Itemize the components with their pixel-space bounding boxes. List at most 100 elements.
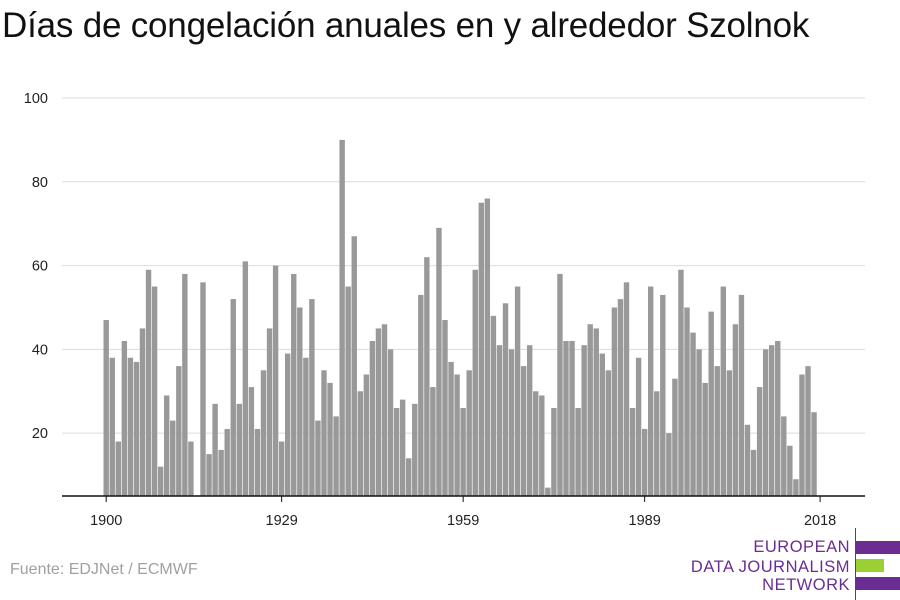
bar-1945 <box>375 328 382 496</box>
bar-2006 <box>744 424 751 496</box>
bar-1935 <box>315 420 321 496</box>
bar-1936 <box>321 370 327 496</box>
x-axis: 1900 1929 1959 1989 2018 <box>62 495 865 529</box>
bar-2016 <box>805 366 811 496</box>
bar-1973 <box>545 487 551 496</box>
bar-1972 <box>539 395 545 496</box>
bar-1994 <box>672 378 678 496</box>
bar-1966 <box>502 303 509 496</box>
chart-title: Días de congelación anuales en y alreded… <box>2 6 810 45</box>
bar-1924 <box>248 387 255 496</box>
bar-1901 <box>109 357 115 496</box>
logo-bar-2 <box>856 559 884 572</box>
bar-1911 <box>170 420 176 496</box>
bar-1941 <box>351 236 357 496</box>
bar-1982 <box>599 353 605 496</box>
x-tick-label: 1929 <box>266 513 298 529</box>
bar-1940 <box>345 286 351 496</box>
bar-1984 <box>611 307 618 496</box>
bar-1908 <box>151 286 158 496</box>
bar-1919 <box>218 449 224 496</box>
bar-1977 <box>569 340 575 496</box>
bar-1920 <box>224 428 230 496</box>
bar-1918 <box>212 403 218 496</box>
bar-1969 <box>520 366 527 496</box>
bar-2013 <box>787 445 793 496</box>
y-tick-label: 20 <box>32 426 48 442</box>
y-axis-ticks: 20 40 60 80 100 <box>24 91 48 442</box>
bar-1903 <box>121 340 128 496</box>
bar-1923 <box>242 261 249 496</box>
bar-1947 <box>387 349 394 496</box>
bar-1904 <box>127 357 134 496</box>
bar-1949 <box>399 399 406 496</box>
bar-1948 <box>393 408 400 496</box>
bar-1951 <box>412 403 418 496</box>
bar-1985 <box>617 299 624 496</box>
bar-1953 <box>424 257 430 496</box>
bar-chart: 20 40 60 80 100 1900 1929 1959 1989 2018 <box>24 91 865 529</box>
x-tick-label: 1959 <box>447 513 479 529</box>
logo-line-3: NETWORK <box>762 576 850 594</box>
logo-line-2: DATA JOURNALISM <box>690 558 850 576</box>
x-tick-label: 1900 <box>90 513 122 529</box>
bar-1905 <box>133 361 140 496</box>
logo-line-1: EUROPEAN <box>753 538 850 556</box>
y-tick-label: 60 <box>32 259 48 275</box>
bar-1942 <box>357 391 363 496</box>
bar-1995 <box>678 269 684 496</box>
bar-1980 <box>587 324 593 496</box>
bar-1970 <box>527 345 533 496</box>
bar-1938 <box>333 416 339 496</box>
bar-2002 <box>720 286 726 496</box>
logo-bar-1 <box>856 541 900 554</box>
bar-1955 <box>436 227 442 496</box>
bar-2017 <box>811 412 817 496</box>
bar-1987 <box>629 408 636 496</box>
x-tick-label: 1989 <box>629 513 661 529</box>
bar-1963 <box>484 198 491 496</box>
bar-1956 <box>442 320 448 496</box>
bar-1900 <box>103 320 109 496</box>
bar-1965 <box>496 345 503 496</box>
bar-1983 <box>605 370 612 496</box>
bar-2004 <box>732 324 739 496</box>
bar-1993 <box>666 433 672 496</box>
bar-2014 <box>793 479 799 496</box>
bar-1907 <box>145 269 152 496</box>
bar-1928 <box>272 265 279 496</box>
bar-1999 <box>702 382 708 496</box>
bar-1930 <box>285 353 291 496</box>
bar-2008 <box>756 387 763 496</box>
bar-2009 <box>762 349 769 496</box>
bar-1944 <box>369 340 376 496</box>
bar-1916 <box>200 282 206 496</box>
bar-1981 <box>593 328 599 496</box>
bar-1910 <box>164 395 170 496</box>
bar-1976 <box>563 340 569 496</box>
logo-bar-3 <box>856 577 900 590</box>
bar-1926 <box>260 370 267 496</box>
bar-2010 <box>769 345 775 496</box>
bar-2015 <box>799 374 805 496</box>
bar-1912 <box>176 366 182 496</box>
bar-1913 <box>182 273 188 496</box>
bar-1933 <box>303 357 309 496</box>
bars <box>103 139 817 497</box>
bar-1986 <box>623 282 630 496</box>
bar-1937 <box>327 382 333 496</box>
bar-1962 <box>478 202 484 496</box>
edjnet-logo: EUROPEAN DATA JOURNALISM NETWORK <box>640 528 900 600</box>
x-tick-label: 2018 <box>804 513 836 529</box>
bar-1988 <box>635 357 642 496</box>
bar-1932 <box>297 307 303 496</box>
bar-1909 <box>157 466 164 496</box>
bar-1978 <box>575 408 581 496</box>
bar-2005 <box>738 294 745 496</box>
bar-1990 <box>648 286 654 496</box>
bar-1961 <box>472 269 478 496</box>
bar-1934 <box>309 299 315 496</box>
logo-divider <box>855 528 856 600</box>
bar-1950 <box>406 458 412 496</box>
bar-1997 <box>690 332 696 496</box>
